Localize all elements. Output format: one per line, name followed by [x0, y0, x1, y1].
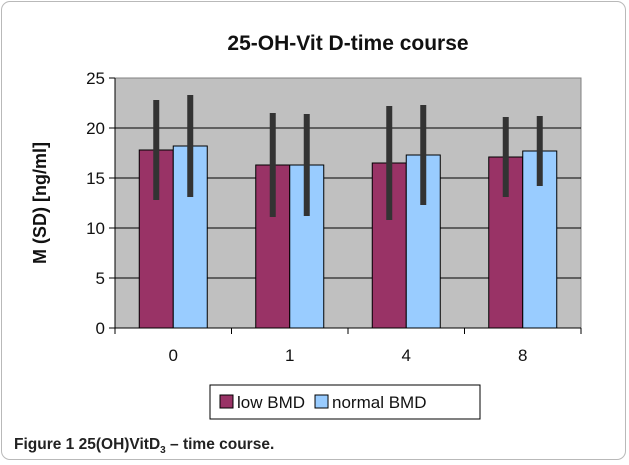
legend-swatch [314, 394, 329, 409]
y-tick-label: 5 [96, 269, 105, 288]
y-tick-label: 25 [86, 69, 105, 88]
x-tick-label: 1 [285, 346, 294, 365]
y-tick-label: 10 [86, 219, 105, 238]
y-axis-label: M (SD) [ng/ml] [30, 142, 50, 264]
caption-text-sub: 3 [160, 445, 166, 457]
x-tick-label: 4 [402, 346, 411, 365]
legend-box [209, 384, 481, 420]
y-tick-label: 15 [86, 169, 105, 188]
caption-text-prefix: 25(OH)VitD [78, 436, 161, 453]
caption-text-suffix: – time course. [165, 436, 275, 453]
figure-caption: Figure 1 25(OH)VitD3 – time course. [14, 436, 274, 456]
caption-text: 25(OH)VitD3 – time course. [78, 436, 275, 457]
x-tick-label: 8 [518, 346, 527, 365]
x-tick-label: 0 [169, 346, 178, 365]
bar-low-bmd [138, 149, 174, 329]
legend-swatch [219, 394, 234, 409]
caption-label: Figure 1 [14, 436, 75, 453]
legend-label: normal BMD [332, 393, 426, 412]
legend-label: low BMD [237, 393, 305, 412]
chart-title: 25-OH-Vit D-time course [227, 32, 468, 55]
y-tick-label: 20 [86, 119, 105, 138]
y-tick-label: 0 [96, 319, 105, 338]
